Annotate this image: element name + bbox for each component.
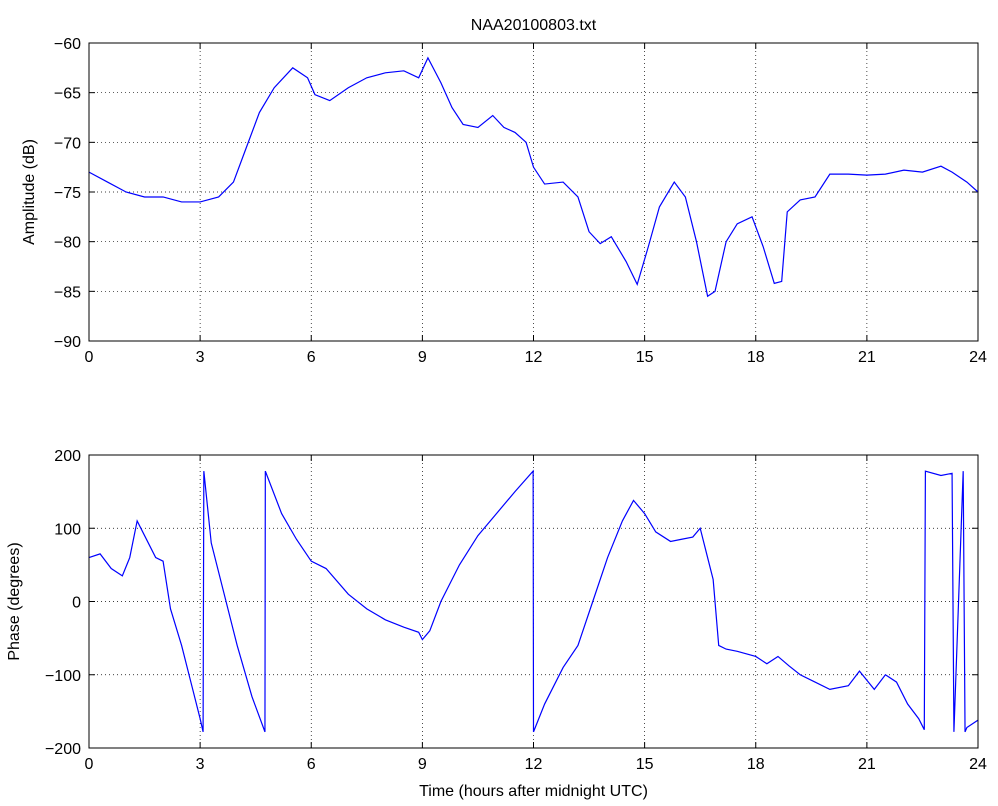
phase-y-axis-label: Phase (degrees): [6, 542, 23, 660]
phase-y-tick-label: 0: [72, 595, 81, 612]
amplitude-y-tick-label: −70: [54, 135, 81, 152]
phase-x-tick-label: 6: [307, 756, 316, 773]
amplitude-y-tick-label: −90: [54, 334, 81, 351]
amplitude-y-tick-label: −75: [54, 185, 81, 202]
phase-x-tick-labels: 0 3 6 9 12 15 18 21 24: [85, 756, 987, 773]
amplitude-y-axis-label: Amplitude (dB): [21, 139, 38, 245]
phase-x-axis-label: Time (hours after midnight UTC): [419, 783, 648, 800]
phase-x-tick-label: 18: [747, 756, 765, 773]
amplitude-y-tick-label: −80: [54, 235, 81, 252]
phase-x-tick-label: 3: [196, 756, 205, 773]
chart-title: NAA20100803.txt: [471, 17, 597, 34]
amplitude-grid: [89, 43, 978, 341]
amplitude-axes-frame: [88, 42, 979, 342]
phase-trace: [88, 469, 979, 733]
amplitude-x-tick-label: 9: [418, 349, 427, 366]
amplitude-x-tick-label: 21: [858, 349, 876, 366]
amplitude-y-tick-label: −65: [54, 86, 81, 103]
phase-y-tick-labels: −200 −100 0 100 200: [45, 448, 81, 758]
amplitude-x-tick-label: 0: [85, 349, 94, 366]
phase-x-tick-label: 15: [636, 756, 654, 773]
amplitude-x-tick-label: 24: [969, 349, 987, 366]
amplitude-x-tick-label: 12: [525, 349, 543, 366]
phase-axes-frame: [88, 454, 979, 749]
amplitude-trace: [88, 56, 979, 298]
phase-y-tick-label: 100: [54, 521, 81, 538]
phase-x-tick-label: 9: [418, 756, 427, 773]
amplitude-y-tick-labels: −90 −85 −80 −75 −70 −65 −60: [54, 36, 81, 351]
amplitude-x-tick-label: 3: [196, 349, 205, 366]
amplitude-y-tick-label: −85: [54, 284, 81, 301]
phase-panel: 0 3 6 9 12 15 18 21 24 −200 −100 0 100 200 Time (hou…: [6, 448, 987, 800]
amplitude-x-tick-label: 6: [307, 349, 316, 366]
amplitude-x-tick-labels: 0 3 6 9 12 15 18 21 24: [85, 349, 987, 366]
phase-y-tick-label: 200: [54, 448, 81, 465]
phase-y-tick-label: −100: [45, 668, 81, 685]
phase-y-tick-label: −200: [45, 741, 81, 758]
amplitude-x-tick-label: 15: [636, 349, 654, 366]
amplitude-panel: NAA20100803.txt 0 3 6 9 12 15 18 21 24 −90 −85 −80…: [21, 17, 987, 366]
phase-ticks: [88, 454, 979, 749]
amplitude-x-tick-label: 18: [747, 349, 765, 366]
phase-x-tick-label: 24: [969, 756, 987, 773]
phase-x-tick-label: 0: [85, 756, 94, 773]
phase-x-tick-label: 12: [525, 756, 543, 773]
amplitude-y-tick-label: −60: [54, 36, 81, 53]
phase-x-tick-label: 21: [858, 756, 876, 773]
